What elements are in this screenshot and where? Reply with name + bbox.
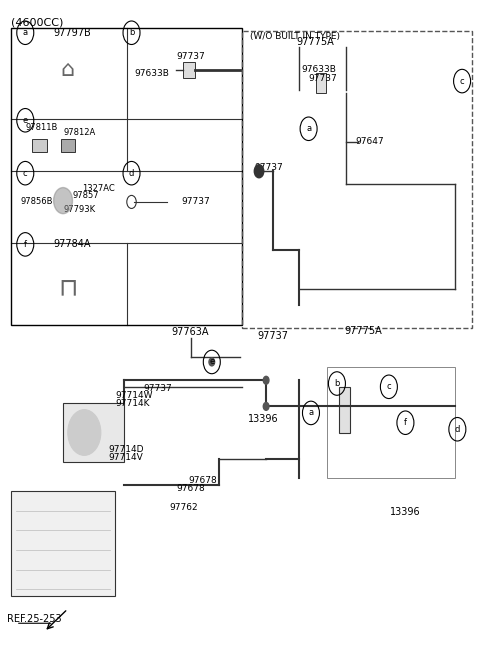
Text: 97633B: 97633B: [301, 66, 336, 75]
Text: 97762: 97762: [169, 503, 198, 512]
Bar: [242, 31, 471, 328]
Bar: [316, 73, 326, 93]
Bar: [339, 387, 350, 432]
Text: d: d: [455, 424, 460, 434]
Text: 97857: 97857: [72, 191, 99, 200]
Text: c: c: [23, 169, 27, 178]
Circle shape: [263, 377, 269, 384]
Text: 97797B: 97797B: [54, 28, 91, 38]
Text: e: e: [209, 358, 215, 367]
Bar: [11, 28, 242, 325]
Bar: [11, 491, 115, 596]
Text: e: e: [23, 115, 28, 125]
Text: (W/O BUILT IN TYPE): (W/O BUILT IN TYPE): [250, 31, 339, 41]
Text: 97678: 97678: [188, 476, 217, 485]
Bar: [183, 62, 195, 78]
Text: 97737: 97737: [309, 74, 337, 83]
Text: 97714D: 97714D: [108, 445, 144, 454]
Text: 97811B: 97811B: [25, 123, 58, 132]
Circle shape: [209, 358, 215, 366]
Text: b: b: [334, 379, 340, 388]
Text: 97775A: 97775A: [344, 326, 382, 337]
Text: 97784A: 97784A: [54, 239, 91, 249]
Text: 97856B: 97856B: [21, 197, 53, 207]
Bar: [327, 367, 455, 478]
Text: 97737: 97737: [176, 52, 205, 62]
Text: 97633B: 97633B: [134, 69, 169, 78]
Text: 97737: 97737: [254, 163, 283, 173]
Text: ⊓: ⊓: [58, 277, 78, 301]
Bar: [60, 138, 75, 152]
Text: 97678: 97678: [176, 483, 205, 493]
Text: 97763A: 97763A: [172, 327, 209, 337]
Text: 97775A: 97775A: [297, 37, 335, 47]
Text: 97714K: 97714K: [115, 400, 149, 408]
Text: ⌂: ⌂: [60, 60, 75, 80]
Text: a: a: [309, 409, 313, 417]
Circle shape: [254, 165, 264, 178]
Text: f: f: [404, 419, 407, 427]
Circle shape: [54, 188, 72, 214]
Text: d: d: [129, 169, 134, 178]
Text: c: c: [386, 382, 391, 391]
Text: 97714W: 97714W: [115, 392, 153, 400]
Text: c: c: [460, 77, 464, 85]
Text: 97737: 97737: [258, 331, 288, 342]
Text: (4600CC): (4600CC): [11, 18, 63, 28]
Text: f: f: [24, 240, 27, 249]
Bar: [63, 403, 124, 462]
Text: REF.25-253: REF.25-253: [7, 613, 62, 624]
Text: 97647: 97647: [356, 137, 384, 146]
Text: 13396: 13396: [249, 415, 279, 424]
Text: 97793K: 97793K: [63, 205, 95, 214]
Text: 97714V: 97714V: [108, 453, 143, 462]
Text: 97737: 97737: [144, 384, 172, 392]
Text: a: a: [23, 28, 28, 37]
Text: 97812A: 97812A: [63, 127, 96, 136]
Text: 13396: 13396: [390, 507, 421, 517]
Text: 1327AC: 1327AC: [82, 184, 115, 194]
Text: a: a: [306, 124, 311, 133]
Text: 97737: 97737: [181, 197, 210, 207]
Bar: [32, 138, 47, 152]
Circle shape: [68, 409, 101, 455]
Text: b: b: [129, 28, 134, 37]
Circle shape: [263, 403, 269, 410]
